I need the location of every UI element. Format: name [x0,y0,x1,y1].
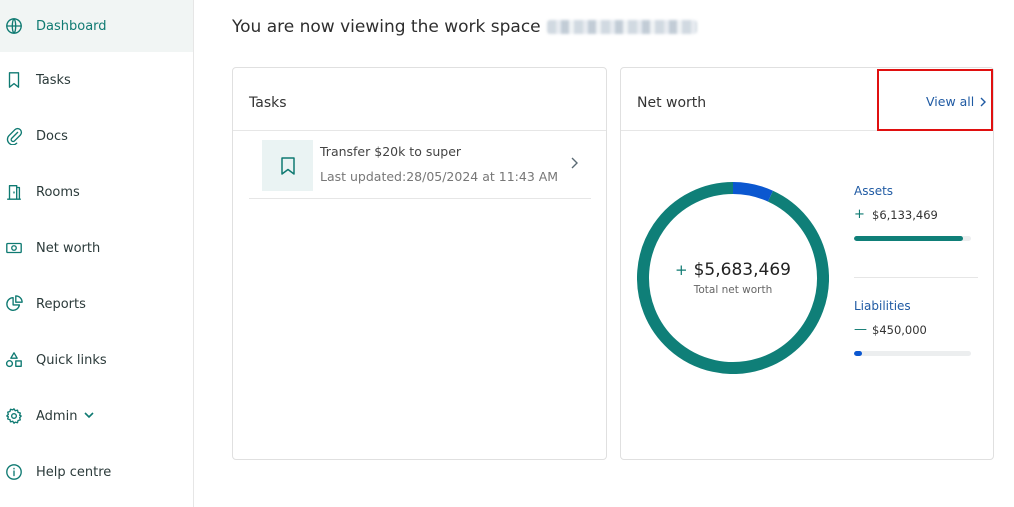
info-icon [4,462,24,482]
tasks-card: Tasks Transfer $20k to super Last update… [232,67,607,460]
sidebar-item-label: Rooms [36,184,80,200]
task-item[interactable]: Transfer $20k to super Last updated:28/0… [249,138,591,199]
donut-slice-assets [637,182,829,374]
shapes-icon [4,350,24,370]
total-net-worth-label: Total net worth [693,284,773,296]
sidebar-item-label: Tasks [36,72,71,88]
pie-chart-icon [4,294,24,314]
assets-progress-fill [854,236,963,241]
donut-slice-liabilities [732,182,773,202]
plus-icon: + [854,207,865,222]
liabilities-value: — $450,000 [854,322,927,337]
assets-progress-bar [854,236,971,241]
legend-divider [854,277,978,278]
sidebar-item-dashboard[interactable]: Dashboard [0,0,193,52]
liabilities-progress-bar [854,351,971,356]
sidebar-item-help-centre[interactable]: Help centre [0,446,193,498]
bookmark-icon [262,140,313,191]
assets-value: + $6,133,469 [854,207,938,222]
liabilities-legend: Liabilities — $450,000 [854,299,978,356]
minus-icon: — [854,322,867,337]
assets-label[interactable]: Assets [854,184,894,198]
tasks-card-header: Tasks [233,68,606,131]
sidebar-item-tasks[interactable]: Tasks [0,54,193,106]
plus-icon: + [675,261,688,279]
net-worth-card: Net worth View all + $5,683,469 Total ne… [620,67,994,460]
tasks-card-title: Tasks [249,95,287,111]
net-worth-donut-chart [637,182,829,374]
sidebar-item-reports[interactable]: Reports [0,278,193,330]
chevron-down-icon[interactable] [83,409,95,421]
sidebar-item-label: Reports [36,296,86,312]
liabilities-label[interactable]: Liabilities [854,299,911,313]
globe-icon [4,16,24,36]
door-icon [4,182,24,202]
sidebar-item-label: Docs [36,128,68,144]
sidebar-item-quick-links[interactable]: Quick links [0,334,193,386]
sidebar-item-admin[interactable]: Admin [0,390,193,442]
sidebar-item-docs[interactable]: Docs [0,110,193,162]
chevron-right-icon[interactable] [567,155,581,171]
task-updated: Last updated:28/05/2024 at 11:43 AM [320,169,559,184]
net-worth-card-header: Net worth View all [621,68,993,131]
paperclip-icon [4,126,24,146]
liabilities-progress-fill [854,351,863,356]
highlight-box [877,69,993,131]
total-net-worth-value: + $5,683,469 [675,260,791,280]
bookmark-icon [4,70,24,90]
sidebar-item-label: Help centre [36,464,112,480]
workspace-name-redacted [546,20,697,34]
chevron-right-icon [980,97,987,106]
view-all-link[interactable]: View all [926,94,988,109]
sidebar-item-label: Quick links [36,352,107,368]
sidebar-item-net-worth[interactable]: Net worth [0,222,193,274]
sidebar-item-rooms[interactable]: Rooms [0,166,193,218]
net-worth-card-title: Net worth [637,95,707,111]
assets-legend: Assets + $6,133,469 [854,184,978,241]
sidebar-item-label: Net worth [36,240,101,256]
gear-icon [4,406,24,426]
task-title: Transfer $20k to super [320,144,462,159]
page-title: You are now viewing the work space [232,17,697,37]
sidebar-item-label: Admin [36,409,95,424]
sidebar-item-label: Dashboard [36,18,107,34]
banknote-icon [4,238,24,258]
sidebar: Dashboard Tasks Docs Rooms Net worth Rep… [0,0,194,507]
donut-center: + $5,683,469 Total net worth [637,182,829,374]
